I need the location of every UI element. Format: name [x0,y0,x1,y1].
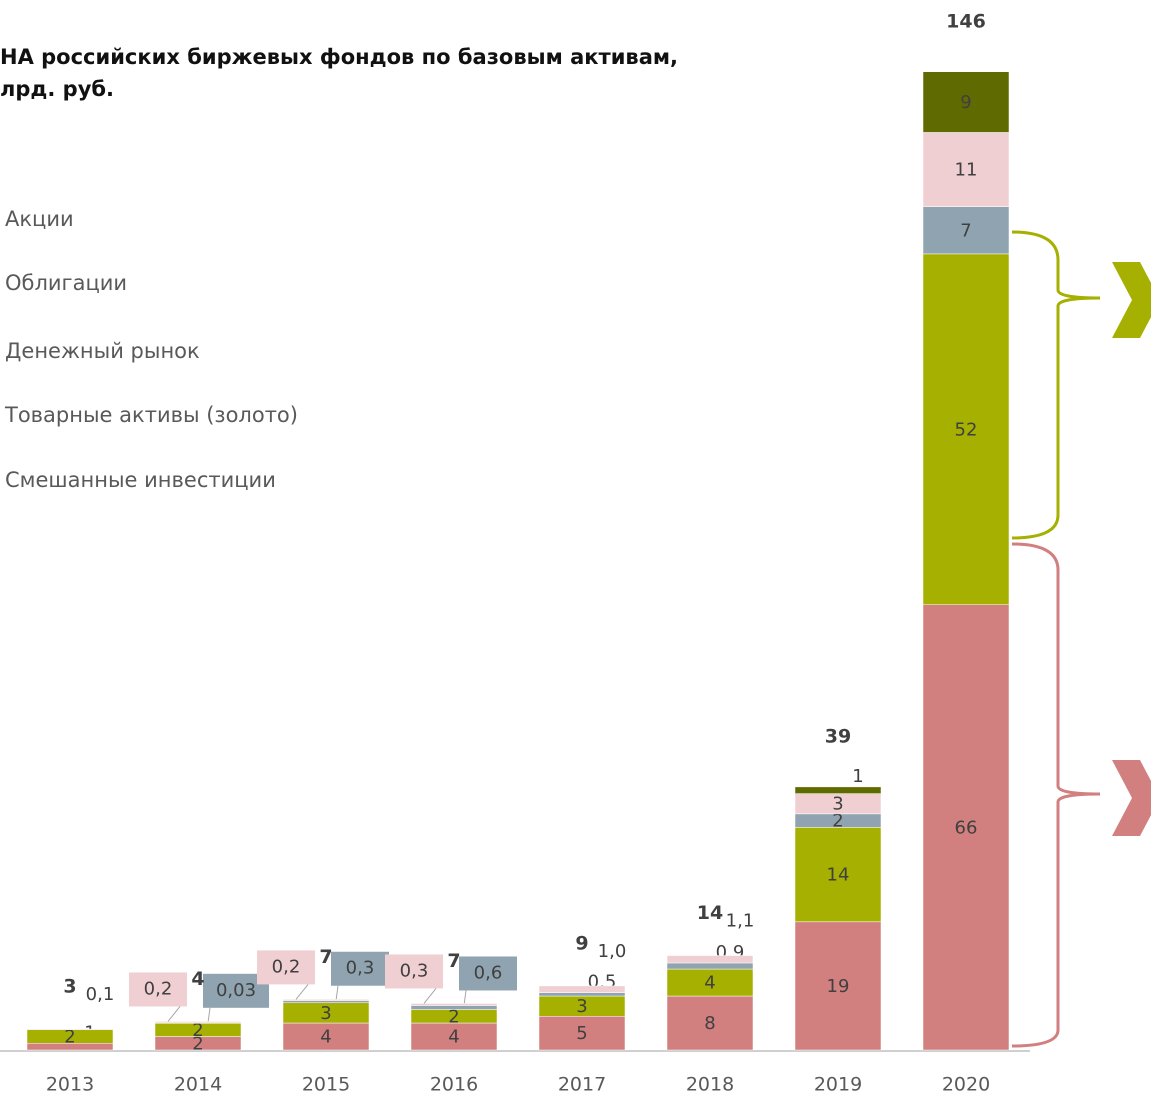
bar-segment [538,985,626,993]
total-label: 9 [575,932,588,954]
bar-segment [922,604,1010,1051]
x-tick-label: 2018 [686,1074,734,1096]
data-label: 52 [955,419,978,440]
data-label: 1,1 [726,911,755,932]
legend-label: Денежный рынок [5,339,200,363]
chart-title: лрд. руб. [0,77,114,101]
data-label: 0,6 [474,962,503,983]
data-label: 0,3 [400,960,429,981]
data-label: 11 [955,160,978,181]
data-label: 3 [320,1003,331,1024]
data-label: 19 [827,976,850,997]
x-tick-label: 2017 [558,1074,606,1096]
data-label: 2 [192,1020,203,1041]
label-box [129,972,187,1007]
x-tick-label: 2016 [430,1074,478,1096]
leader-line [463,990,467,1006]
bracket [1011,230,1101,540]
data-label: 14 [827,865,850,886]
total-label: 7 [319,946,332,968]
chevron [1112,262,1151,338]
bracket [1011,542,1101,1048]
data-label: 0,3 [346,958,375,979]
bar-segment [922,132,1010,207]
total-label: 14 [697,902,723,924]
total-label: 7 [447,950,460,972]
label-box [459,956,517,991]
leader-line [335,985,339,1001]
data-label: 0,2 [272,956,301,977]
bar-segment [282,999,370,1001]
bar-segment [666,995,754,1051]
bar-segment [538,992,626,997]
data-label: 7 [960,220,971,241]
bar-segment [410,1005,498,1010]
label-box [257,950,315,985]
total-label: 3 [63,976,76,998]
x-tick-label: 2015 [302,1074,350,1096]
x-tick-label: 2013 [46,1074,94,1096]
data-label: 0,1 [86,984,115,1005]
bar-segment [666,962,754,970]
data-label: 0,2 [144,978,173,999]
data-label: 4 [704,973,715,994]
bar-segment [282,1000,370,1004]
data-label: 0,03 [216,980,256,1001]
x-tick-label: 2014 [174,1074,222,1096]
total-label: 146 [946,11,986,33]
data-label: 4 [320,1027,331,1048]
x-tick-label: 2019 [814,1074,862,1096]
data-label: 9 [960,92,971,113]
data-label: 3 [576,996,587,1017]
data-label: 2 [832,811,843,832]
leader-line [423,988,437,1004]
data-label: 66 [955,817,978,838]
data-label: 5 [576,1023,587,1044]
bar-segment [794,827,882,923]
data-label: 2 [448,1006,459,1027]
data-label: 3 [832,794,843,815]
total-label: 4 [191,968,204,990]
bar-segment [922,253,1010,605]
bar-segment [26,1028,114,1031]
legend-label: Товарные активы (золото) [4,403,298,427]
bar-segment [410,1003,498,1006]
data-label: 2 [64,1027,75,1048]
data-label: 1 [852,766,863,787]
bar-segment [794,786,882,794]
leader-line [167,1006,181,1022]
label-box [331,951,389,986]
label-box [385,954,443,989]
bar-segment [666,968,754,997]
x-tick-label: 2020 [942,1074,990,1096]
bar-segment [922,71,1010,133]
data-label: 4 [448,1027,459,1048]
bar-segment [922,206,1010,255]
bar-segment [794,921,882,1051]
bar-segment [538,1016,626,1051]
total-label: 39 [825,725,851,747]
legend-label: Облигации [5,271,127,295]
data-label: 2 [192,1033,203,1054]
leader-line [207,1007,211,1023]
data-label: 1,0 [598,941,627,962]
chevron [1112,760,1151,836]
data-label: 8 [704,1013,715,1034]
bar-segment [154,1021,242,1024]
legend-label: Акции [5,207,74,231]
leader-line [295,984,309,1000]
chart-title: НА российских биржевых фондов по базовым… [0,45,678,69]
legend-label: Смешанные инвестиции [5,468,276,492]
bar-segment [666,955,754,964]
